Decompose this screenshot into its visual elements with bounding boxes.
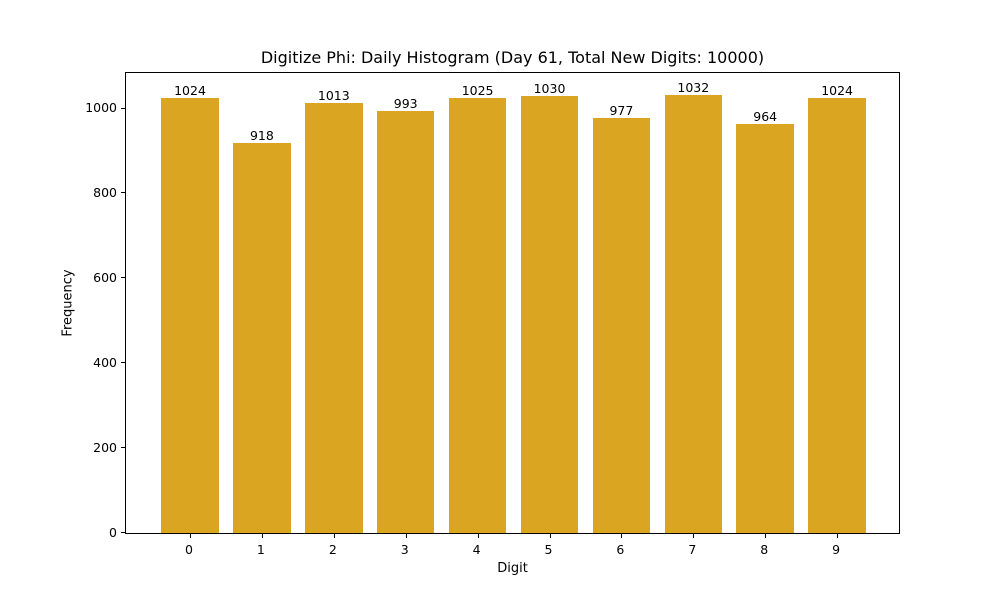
bar-digit-4 [448,97,507,533]
x-tick [333,533,335,538]
bar-digit-1 [233,143,291,533]
bar-digit-0 [161,98,219,533]
bar-digit-5 [520,95,579,533]
x-tick [621,533,623,538]
x-tick [765,533,767,538]
y-tick [121,362,126,364]
bar-digit-8 [736,123,794,533]
x-tick [405,533,407,538]
x-tick-label: 7 [688,542,697,557]
x-tick-label: 1 [256,542,265,557]
y-tick [121,107,126,109]
x-tick [190,533,191,538]
bar-value-label: 1013 [317,87,350,103]
x-tick-label: 5 [544,542,553,557]
y-tick-label: 1000 [85,100,117,116]
y-axis-label: Frequency [60,269,76,337]
bar-digit-6 [592,118,651,533]
bar-value-label: 1024 [821,83,853,99]
bar-value-label: 977 [609,103,634,119]
bar-value-label: 993 [393,96,418,112]
bar-value-label: 918 [249,128,274,144]
bar-digit-3 [376,111,435,533]
y-tick [121,532,126,533]
bar-digit-7 [664,94,723,533]
plot-area: 1024 918 1013 993 1025 1030 977 1032 964 1024 [121,72,900,538]
x-tick-label: 9 [832,542,841,557]
y-tick-label: 200 [93,440,117,456]
x-tick-label: 6 [616,542,625,557]
x-tick-label: 0 [185,542,193,557]
x-tick-label: 3 [400,542,409,557]
y-tick [121,277,126,279]
x-tick-label: 8 [760,542,769,557]
y-tick-label: 800 [93,185,117,201]
bar-digit-2 [305,102,363,533]
x-tick [549,533,551,538]
bar-value-label: 1024 [174,83,206,99]
chart-title: Digitize Phi: Daily Histogram (Day 61, T… [260,48,765,67]
bar-value-label: 1032 [677,79,710,95]
bar-digit-9 [808,98,866,533]
x-tick [693,533,695,538]
y-tick [121,447,126,449]
bar-value-label: 964 [753,108,778,124]
x-axis-label: Digit [497,561,528,576]
x-tick [261,533,263,538]
y-tick [121,192,126,194]
y-tick-label: 0 [109,525,117,540]
bar-value-label: 1030 [533,80,566,96]
x-tick [477,533,479,538]
y-tick-label: 400 [93,355,117,371]
x-tick [837,533,839,538]
x-tick-label: 2 [328,542,337,557]
y-tick-label: 600 [93,270,117,286]
bar-value-label: 1025 [461,82,494,98]
x-tick-label: 4 [472,542,481,557]
